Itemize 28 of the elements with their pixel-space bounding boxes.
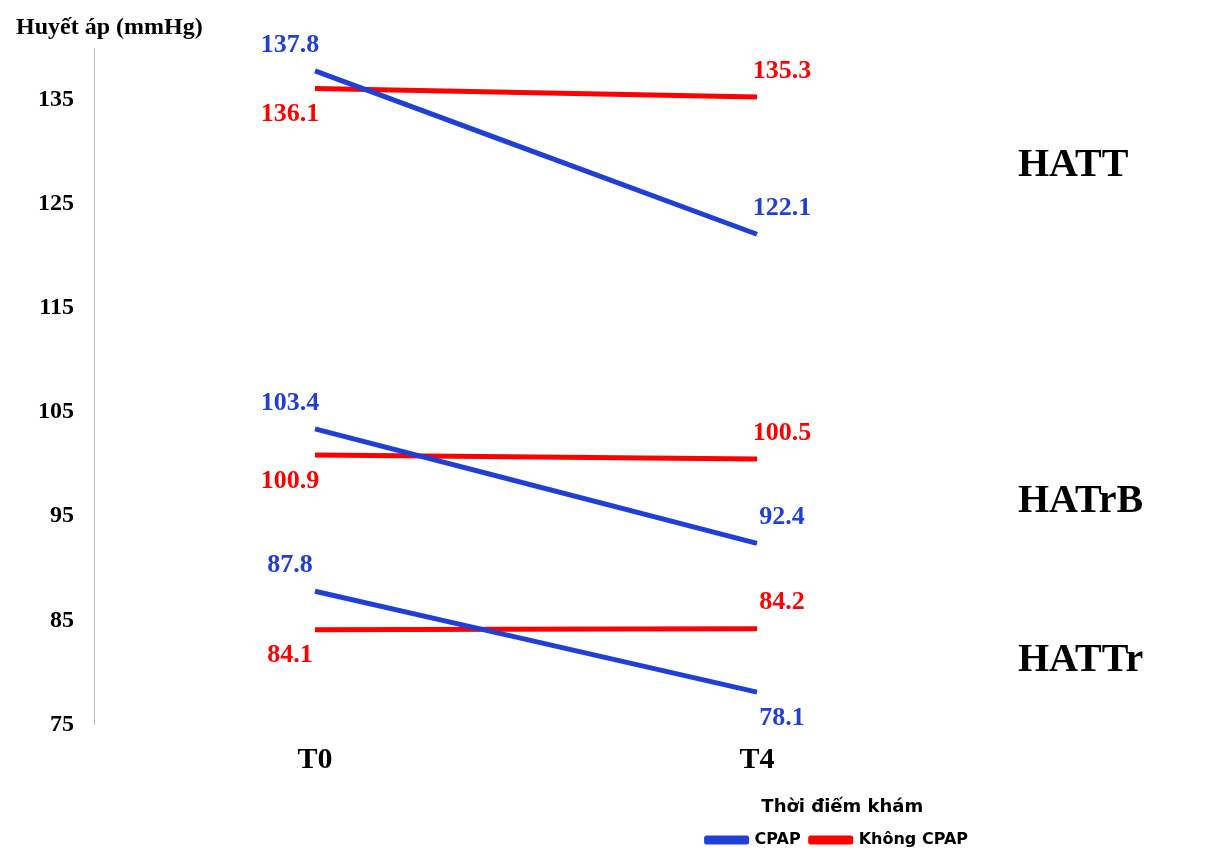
data-label: 135.3 (752, 54, 812, 84)
legend-label: CPAP (754, 829, 801, 849)
data-label: 137.8 (260, 28, 320, 58)
y-axis-title: Huyết áp (mmHg) (16, 13, 203, 40)
x-tick-label: T4 (739, 741, 775, 775)
data-label: 84.1 (267, 639, 313, 669)
y-tick-label: 135 (38, 85, 74, 112)
y-tick-label: 95 (50, 501, 74, 528)
legend-title: Thời điểm khám (761, 795, 924, 817)
y-tick-label: 75 (50, 709, 74, 736)
data-label: 78.1 (759, 701, 805, 731)
data-label: 100.5 (752, 416, 812, 446)
data-label: 84.2 (759, 586, 805, 616)
data-label: 87.8 (267, 548, 313, 578)
text: HATrB (1018, 475, 1144, 521)
text: HATT (1018, 139, 1129, 185)
y-tick-label: 125 (38, 189, 74, 216)
y-tick-label: 105 (38, 397, 74, 424)
legend-label: Không CPAP (858, 829, 969, 849)
y-tick-label: 115 (39, 293, 74, 320)
text: HATTr (1018, 634, 1144, 680)
data-label: 92.4 (759, 501, 805, 531)
data-label: 100.9 (260, 464, 320, 494)
y-tick-label: 85 (50, 605, 74, 632)
data-label: 136.1 (260, 98, 320, 128)
data-label: 122.1 (752, 191, 812, 221)
x-tick-label: T0 (297, 741, 333, 775)
data-label: 103.4 (260, 386, 320, 416)
